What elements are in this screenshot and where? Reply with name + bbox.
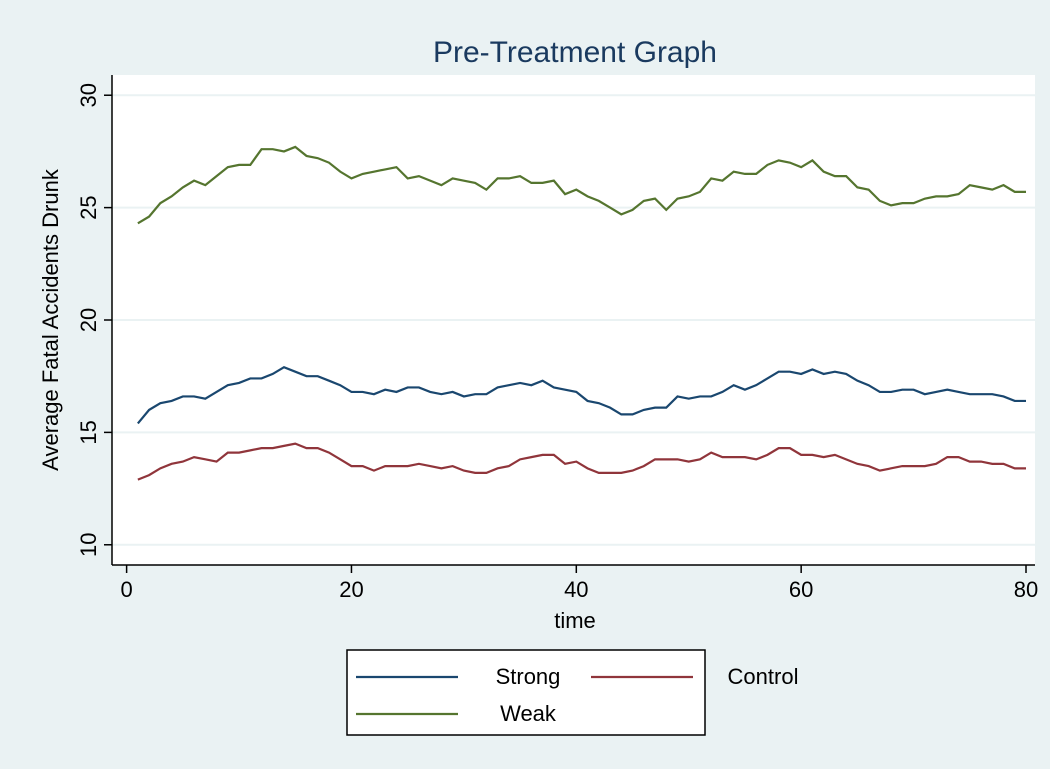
y-tick-label: 25	[76, 195, 101, 219]
chart-title: Pre-Treatment Graph	[433, 36, 717, 69]
x-axis-label: time	[554, 608, 596, 633]
y-tick-label: 10	[76, 533, 101, 557]
x-tick-label: 80	[1014, 577, 1038, 602]
x-tick-label: 0	[120, 577, 132, 602]
y-axis-label: Average Fatal Accidents Drunk	[38, 168, 63, 471]
y-tick-label: 15	[76, 420, 101, 444]
legend-label: Weak	[500, 701, 557, 726]
series-line	[137, 365, 1027, 425]
series-line	[137, 145, 1027, 225]
y-tick-label: 20	[76, 308, 101, 332]
y-tick-label: 30	[76, 83, 101, 107]
x-tick-label: 20	[339, 577, 363, 602]
x-tick-label: 40	[564, 577, 588, 602]
legend-label: Strong	[496, 664, 561, 689]
legend-box	[346, 649, 706, 736]
series-line	[137, 442, 1027, 481]
x-tick-label: 60	[789, 577, 813, 602]
legend-label: Control	[728, 664, 799, 689]
